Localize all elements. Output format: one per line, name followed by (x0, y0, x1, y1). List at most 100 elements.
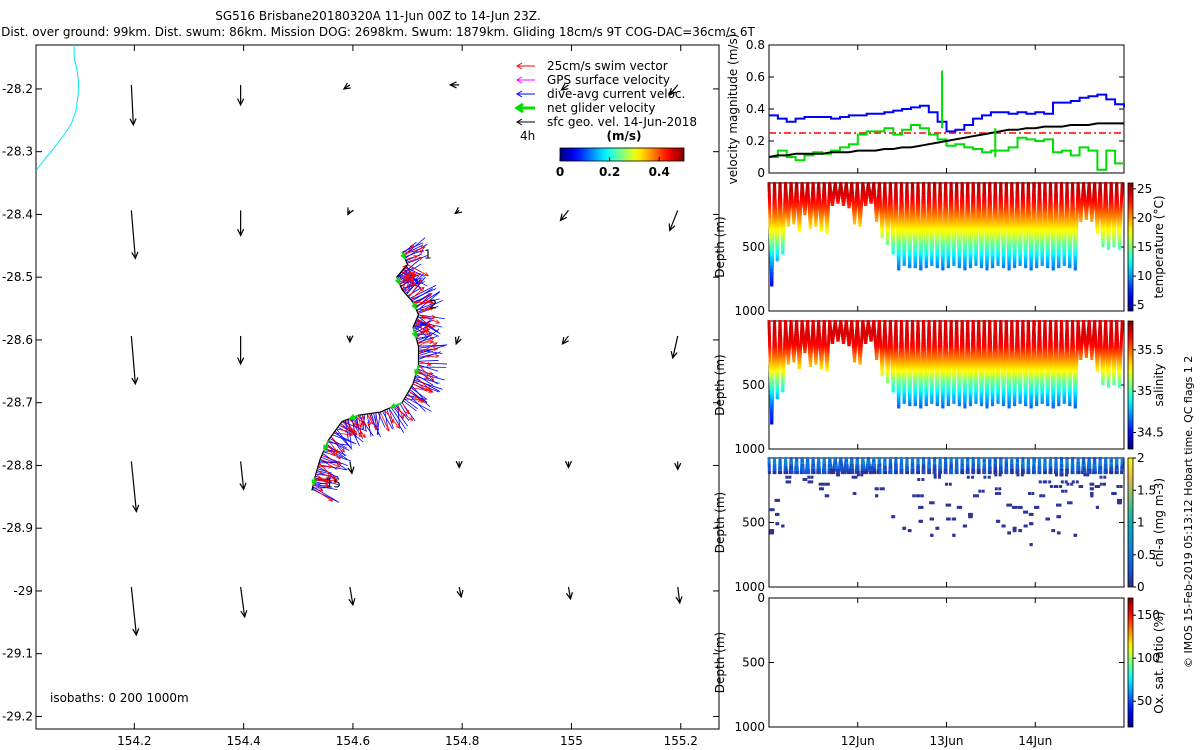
profile-point (785, 336, 789, 340)
profile-point (945, 235, 949, 239)
profile-point (915, 207, 919, 211)
profile-point (1088, 196, 1092, 199)
profile-point (914, 253, 918, 257)
profile-point (939, 196, 943, 199)
profile-point (770, 421, 774, 425)
profile-point (948, 228, 952, 232)
profile-point (950, 196, 954, 199)
profile-point (980, 262, 984, 266)
profile-point (1064, 228, 1067, 232)
profile-point (1038, 196, 1042, 199)
profile-point (863, 334, 867, 337)
profile-point (1036, 237, 1040, 241)
profile-point (990, 242, 994, 245)
profile-point (780, 223, 784, 227)
profile-point (909, 214, 913, 218)
swim-vector (413, 293, 433, 306)
profile-point (826, 214, 830, 218)
profile-point (923, 232, 927, 236)
profile-point (988, 182, 992, 186)
profile-point (767, 329, 771, 333)
profile-point (1083, 198, 1087, 202)
swim-vector (418, 354, 440, 359)
profile-point (1031, 221, 1035, 225)
profile-point (850, 327, 854, 331)
profile-point (947, 258, 951, 262)
geo-vector (342, 82, 351, 90)
profile-point (953, 235, 957, 239)
profile-point (1061, 209, 1064, 213)
profile-point (937, 221, 941, 225)
profile-point (1021, 182, 1025, 186)
profile-point (856, 331, 860, 335)
profile-point (1070, 209, 1074, 213)
profile-point (987, 207, 991, 211)
profile-point (844, 320, 848, 324)
profile-point (1059, 209, 1063, 213)
profile-point (1080, 198, 1084, 202)
profile-point (926, 219, 930, 222)
profile-point (821, 343, 825, 347)
profile-point (901, 230, 905, 234)
profile-point (772, 347, 776, 351)
profile-point (983, 198, 987, 202)
profile-point (1044, 219, 1048, 222)
profile-point (1016, 209, 1020, 213)
profile-point (906, 198, 909, 202)
profile-point (774, 370, 778, 374)
swim-vector (418, 360, 432, 367)
profile-point (1085, 207, 1089, 211)
profile-point (898, 237, 902, 241)
profile-point (857, 200, 860, 204)
profile-point (879, 350, 883, 354)
profile-point (980, 260, 984, 264)
profile-point (881, 216, 885, 220)
profile-point (945, 216, 949, 220)
profile-point (970, 209, 974, 213)
profile-point (931, 221, 935, 225)
profile-point (972, 202, 976, 206)
profile-point (770, 416, 774, 420)
profile-point (983, 196, 987, 199)
dac-vector (329, 438, 347, 449)
profile-point (840, 193, 844, 197)
profile-point (883, 184, 887, 188)
profile-point (799, 343, 803, 347)
profile-point (1042, 221, 1046, 225)
profile-point (992, 230, 996, 234)
profile-point (872, 324, 876, 328)
profile-point (972, 209, 976, 213)
profile-point (906, 202, 910, 206)
profile-point (1073, 242, 1076, 245)
profile-point (883, 320, 887, 324)
profile-point (1028, 221, 1032, 225)
profile-point (959, 207, 963, 211)
profile-point (979, 242, 983, 245)
profile-point (1046, 262, 1050, 266)
profile-point (947, 239, 951, 243)
profile-point (813, 205, 817, 209)
profile-point (1028, 237, 1032, 241)
profile-point (898, 221, 902, 225)
profile-point (1008, 244, 1012, 248)
profile-point (1115, 189, 1119, 193)
profile-point (1020, 223, 1023, 227)
profile-point (892, 239, 896, 243)
profile-point (1002, 244, 1006, 248)
profile-point (964, 235, 968, 239)
profile-point (782, 359, 786, 363)
profile-point (920, 235, 924, 239)
profile-point (948, 207, 952, 211)
profile-point (947, 244, 951, 248)
profile-point (925, 253, 929, 257)
profile-point (963, 265, 967, 269)
profile-point (1042, 216, 1046, 220)
profile-point (799, 336, 803, 340)
profile-point (1091, 200, 1095, 204)
profile-point (964, 223, 968, 227)
profile-point (778, 324, 782, 328)
profile-point (1064, 205, 1068, 209)
profile-point (1043, 189, 1047, 193)
profile-point (881, 357, 885, 360)
profile-point (778, 322, 782, 326)
